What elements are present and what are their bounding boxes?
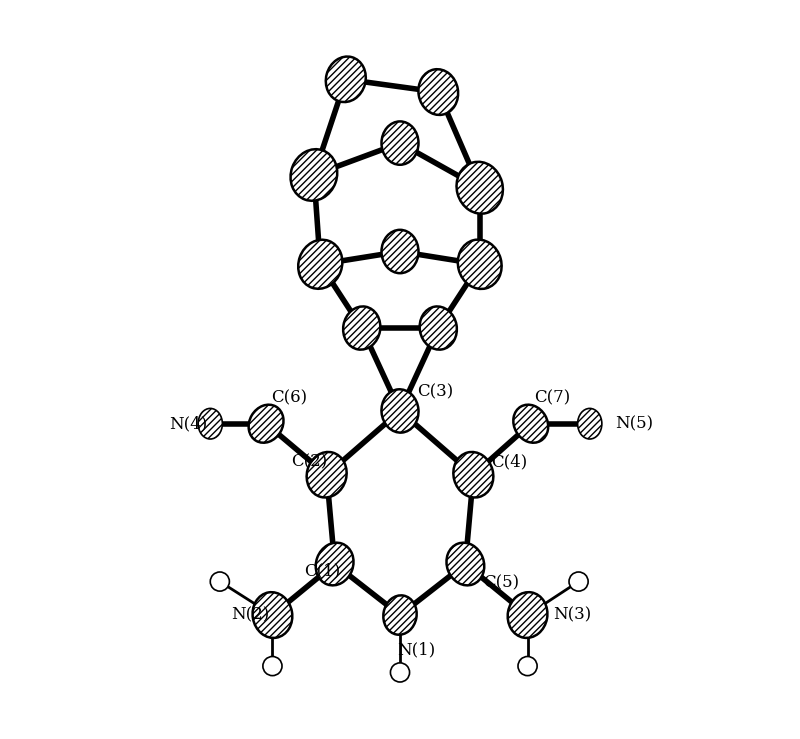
Ellipse shape xyxy=(326,57,366,102)
Text: C(2): C(2) xyxy=(291,454,328,471)
Ellipse shape xyxy=(298,239,342,289)
Ellipse shape xyxy=(343,307,380,350)
Text: N(2): N(2) xyxy=(231,607,270,624)
Text: C(4): C(4) xyxy=(491,454,527,471)
Ellipse shape xyxy=(198,409,222,439)
Text: N(4): N(4) xyxy=(169,415,207,432)
Ellipse shape xyxy=(382,121,418,165)
Ellipse shape xyxy=(514,405,548,443)
Ellipse shape xyxy=(306,452,346,497)
Ellipse shape xyxy=(420,307,457,350)
Text: C(1): C(1) xyxy=(304,562,341,579)
Text: C(6): C(6) xyxy=(271,389,307,406)
Text: C(5): C(5) xyxy=(483,575,519,592)
Ellipse shape xyxy=(446,542,484,585)
Ellipse shape xyxy=(253,592,292,638)
Ellipse shape xyxy=(383,596,417,635)
Circle shape xyxy=(518,656,537,675)
Circle shape xyxy=(263,656,282,675)
Circle shape xyxy=(569,572,588,591)
Ellipse shape xyxy=(418,69,458,115)
Ellipse shape xyxy=(290,149,338,201)
Ellipse shape xyxy=(457,162,503,214)
Ellipse shape xyxy=(508,592,547,638)
Ellipse shape xyxy=(454,452,494,497)
Ellipse shape xyxy=(382,230,418,273)
Text: C(3): C(3) xyxy=(418,384,454,401)
Ellipse shape xyxy=(316,542,354,585)
Text: N(5): N(5) xyxy=(615,415,654,432)
Text: C(7): C(7) xyxy=(534,389,570,406)
Ellipse shape xyxy=(382,389,418,432)
Ellipse shape xyxy=(578,409,602,439)
Circle shape xyxy=(210,572,230,591)
Circle shape xyxy=(390,663,410,682)
Text: N(1): N(1) xyxy=(397,641,435,658)
Ellipse shape xyxy=(458,239,502,289)
Ellipse shape xyxy=(249,405,283,443)
Text: N(3): N(3) xyxy=(553,607,591,624)
